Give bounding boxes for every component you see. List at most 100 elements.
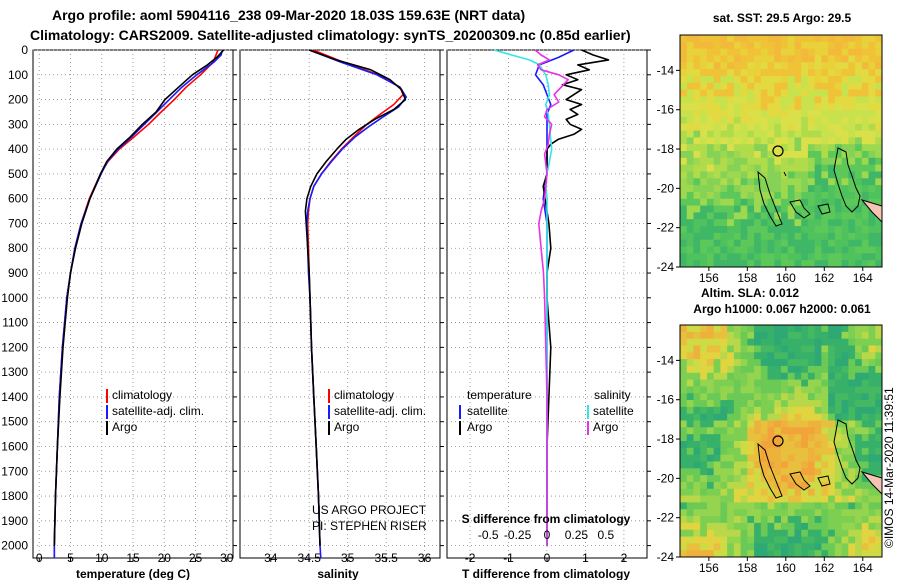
map-cell xyxy=(814,164,822,172)
map-cell xyxy=(727,495,735,503)
map-cell xyxy=(848,82,856,90)
map-cell xyxy=(855,212,863,220)
map-cell xyxy=(706,103,715,111)
map-cell xyxy=(861,475,869,483)
map-cell xyxy=(781,205,789,213)
map-cell xyxy=(834,468,842,476)
map-cell xyxy=(747,550,755,558)
map-cell xyxy=(767,345,775,353)
map-cell xyxy=(781,543,789,551)
lat-tick-label: -18 xyxy=(657,142,675,156)
map-cell xyxy=(686,441,694,449)
map-cell xyxy=(733,116,741,125)
depth-tick-label: 400 xyxy=(8,142,28,156)
map-cell xyxy=(821,89,829,97)
map-cell xyxy=(727,55,735,63)
map-cell xyxy=(760,447,768,456)
depth-tick-label: 0 xyxy=(21,43,28,57)
map-cell xyxy=(841,246,849,254)
map-cell xyxy=(767,502,775,510)
map-cell xyxy=(801,151,809,159)
figure-title-line1: Argo profile: aoml 5904116_238 09-Mar-20… xyxy=(52,7,525,23)
map-cell xyxy=(693,475,701,483)
map-cell xyxy=(821,325,829,333)
map-cell xyxy=(760,372,768,380)
map-cell xyxy=(868,157,876,166)
map-cell xyxy=(713,331,721,340)
map-cell xyxy=(767,260,775,268)
map-cell xyxy=(868,325,876,333)
map-cell xyxy=(774,253,782,261)
map-cell xyxy=(821,516,829,524)
map-cell xyxy=(868,103,876,111)
map-cell xyxy=(713,372,721,380)
map-cell xyxy=(848,502,856,510)
map-cell xyxy=(875,110,883,118)
map-cell xyxy=(713,205,721,213)
map-cell xyxy=(774,137,782,145)
map-cell xyxy=(807,137,816,145)
map-cell xyxy=(801,413,809,421)
map-cell xyxy=(834,400,842,408)
map-cell xyxy=(774,191,782,200)
map-cell xyxy=(754,413,762,421)
map-cell xyxy=(834,137,842,145)
map-cell xyxy=(855,137,863,145)
coastline-reef-b xyxy=(817,203,831,215)
x-tick-label: 25 xyxy=(189,551,203,565)
map-cell xyxy=(848,55,856,63)
s-diff-tick-label: 0.5 xyxy=(597,528,614,542)
map-cell xyxy=(733,48,741,56)
map-cell xyxy=(686,260,694,268)
map-cell xyxy=(875,522,883,531)
map-cell xyxy=(861,529,869,537)
map-cell xyxy=(787,178,795,186)
map-cell xyxy=(807,522,816,531)
map-cell xyxy=(760,413,768,421)
map-cell xyxy=(754,239,762,247)
map-cell xyxy=(733,212,741,220)
map-cell xyxy=(841,164,849,172)
map-cell xyxy=(747,461,755,469)
map-cell xyxy=(814,178,822,186)
map-cell xyxy=(794,352,802,360)
map-cell xyxy=(801,475,809,483)
map-cell xyxy=(861,171,869,179)
map-cell xyxy=(686,413,694,421)
coastline-chesterfield xyxy=(757,170,783,227)
map-cell xyxy=(767,406,775,415)
map-cell xyxy=(801,130,809,138)
map-cell xyxy=(875,144,883,152)
map-cell xyxy=(841,359,849,367)
map-cell xyxy=(727,461,735,469)
difference-lines xyxy=(493,49,610,546)
map-cell xyxy=(713,413,721,421)
map-cell xyxy=(760,75,768,84)
map-cell xyxy=(706,178,715,186)
map-cell xyxy=(733,226,741,234)
map-cell xyxy=(801,191,809,200)
map-cell xyxy=(855,550,863,558)
map-cell xyxy=(754,427,762,435)
map-cell xyxy=(754,352,762,360)
map-cell xyxy=(875,226,883,234)
map-cell xyxy=(767,516,775,524)
map-cell xyxy=(855,123,863,131)
map-cell xyxy=(700,441,708,449)
map-cell xyxy=(855,379,863,387)
map-cell xyxy=(713,191,721,200)
map-cell xyxy=(834,205,842,213)
map-cell xyxy=(848,103,856,111)
map-cell xyxy=(727,325,735,333)
map-cell xyxy=(733,461,741,469)
map-cell xyxy=(875,468,883,476)
map-cell xyxy=(693,420,701,428)
map-cell xyxy=(754,475,762,483)
map-cell xyxy=(868,48,876,56)
map-cell xyxy=(855,89,863,97)
map-cell xyxy=(848,427,856,435)
map-cell xyxy=(720,191,728,200)
map-cell xyxy=(740,393,748,401)
map-cell xyxy=(855,481,863,490)
map-cell xyxy=(693,393,701,401)
